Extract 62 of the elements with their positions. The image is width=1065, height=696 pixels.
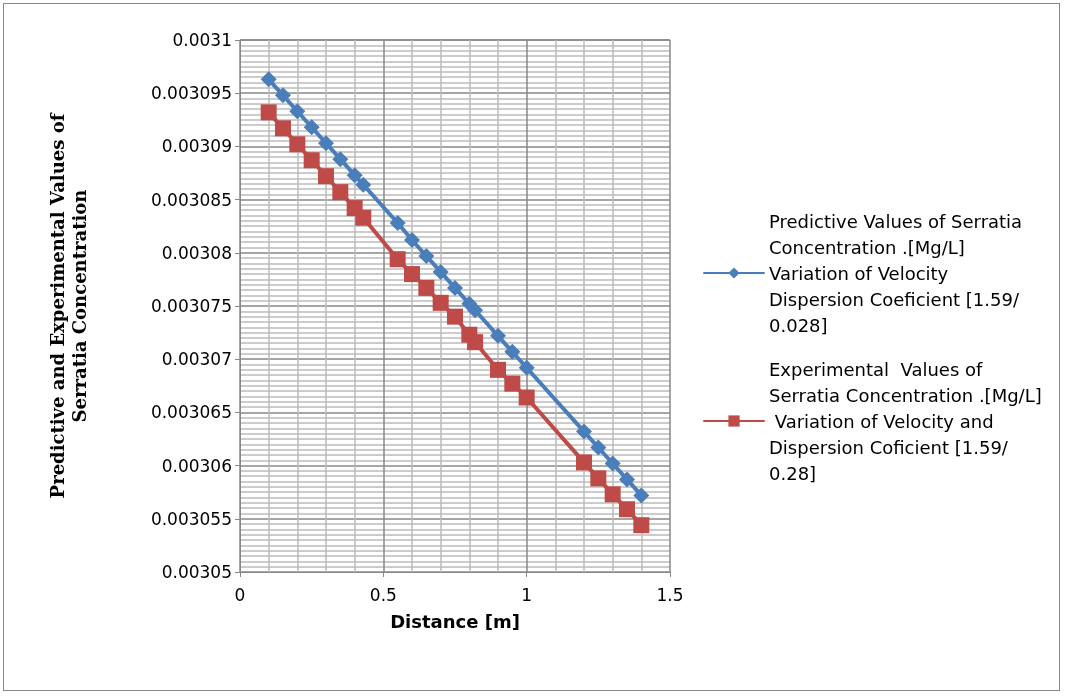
point — [619, 501, 635, 518]
point — [467, 334, 484, 351]
point — [467, 302, 484, 319]
point — [447, 308, 463, 325]
point — [275, 120, 291, 137]
y-tick-label: 0.00308 — [161, 242, 232, 263]
point — [447, 279, 463, 296]
point — [355, 176, 372, 193]
point — [518, 389, 535, 406]
point — [633, 517, 650, 534]
y-tick-label: 0.003075 — [150, 296, 232, 316]
y-tick-label: 0.003055 — [150, 508, 232, 529]
x-tick-label: 1 — [521, 584, 533, 605]
y-tick-label: 0.00306 — [161, 455, 232, 476]
point — [619, 471, 635, 488]
point — [604, 486, 621, 503]
point — [432, 263, 449, 280]
point — [418, 279, 435, 296]
point — [518, 359, 535, 376]
y-tick-label: 0.003095 — [150, 83, 232, 104]
point — [633, 487, 650, 504]
point — [332, 184, 349, 201]
point — [289, 103, 306, 120]
point — [355, 209, 372, 226]
x-tick-label: 0 — [234, 584, 246, 605]
point — [260, 104, 277, 121]
y-tick-label: 0.003065 — [150, 402, 232, 423]
point — [389, 215, 406, 232]
point — [404, 232, 420, 249]
y-tick-label: 0.00307 — [161, 349, 232, 370]
x-axis-title: Distance [m] — [390, 610, 520, 632]
point — [590, 439, 607, 456]
point — [318, 135, 334, 152]
x-tick-label: 0.5 — [369, 584, 397, 605]
y-tick-label: 0.00305 — [161, 562, 232, 582]
point — [418, 247, 435, 264]
point — [490, 361, 506, 378]
x-tick-label: 1.5 — [656, 584, 684, 605]
point — [289, 136, 306, 153]
legend-label: Experimental Values of Serratia Concentration .[Mg/L] Variation of Velocity and Dispersion Coficient [1.59/0.28] — [769, 358, 1042, 484]
point — [490, 327, 506, 344]
point — [332, 151, 349, 168]
point — [504, 343, 521, 360]
point — [318, 168, 334, 185]
legend-label: Predictive Values of Serratia Concentration .[Mg/L] Variation of Velocity Dispersion Coeficient [1.59/0.028] — [769, 210, 1028, 336]
point — [576, 454, 592, 471]
y-tick-label: 0.003085 — [150, 189, 232, 210]
point — [576, 423, 592, 440]
point — [389, 251, 406, 268]
point — [260, 71, 277, 88]
y-axis-title: Predictive and Experimental Values of Serratia Concentration — [46, 112, 90, 499]
point — [504, 375, 521, 392]
point — [275, 87, 291, 104]
point — [346, 167, 363, 184]
point — [590, 470, 607, 487]
point — [404, 266, 420, 283]
point — [303, 152, 320, 169]
y-tick-label: 0.00309 — [161, 136, 232, 157]
point — [432, 294, 449, 311]
y-tick-label: 0.0031 — [172, 30, 232, 50]
point — [604, 455, 621, 472]
point — [303, 119, 320, 136]
